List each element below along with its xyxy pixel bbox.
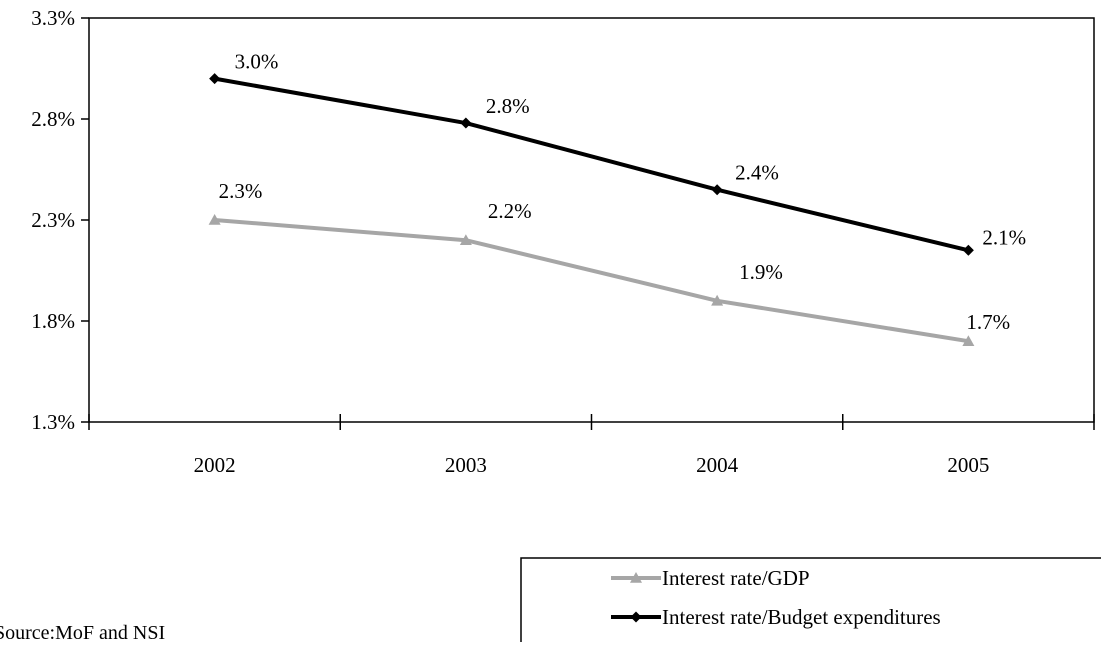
- data-label: 2.2%: [488, 199, 532, 223]
- legend-label: Interest rate/Budget expenditures: [662, 605, 941, 629]
- data-point: [630, 572, 642, 583]
- data-point: [962, 244, 974, 256]
- x-axis: 2002 2003 2004 2005: [88, 414, 1095, 477]
- series-interest-rate-gdp: 2.3% 2.2% 1.9% 1.7%: [208, 179, 1010, 346]
- legend-label: Interest rate/GDP: [662, 566, 810, 590]
- data-point: [209, 73, 221, 85]
- data-point: [460, 117, 472, 129]
- y-tick-label: 1.3%: [31, 410, 75, 434]
- data-label: 2.4%: [735, 161, 779, 185]
- series-layer: 2.3% 2.2% 1.9% 1.7% 3.0% 2.8% 2.4% 2.1%: [208, 50, 1026, 346]
- plot-area: [88, 17, 1095, 423]
- x-tick-label: 2004: [696, 453, 739, 477]
- data-point: [711, 294, 724, 306]
- legend-item: Interest rate/Budget expenditures: [611, 605, 941, 629]
- legend-item: Interest rate/GDP: [611, 566, 810, 590]
- data-label: 2.1%: [982, 225, 1026, 249]
- legend-box: [520, 557, 1101, 642]
- y-tick-label: 3.3%: [31, 6, 75, 30]
- data-point: [630, 611, 642, 623]
- y-tick-label: 2.8%: [31, 107, 75, 131]
- x-tick-label: 2002: [194, 453, 236, 477]
- legend: Interest rate/GDP Interest rate/Budget ex…: [520, 557, 1101, 642]
- data-label: 1.7%: [966, 310, 1010, 334]
- data-label: 2.3%: [219, 179, 263, 203]
- data-point: [711, 184, 723, 196]
- data-label: 3.0%: [235, 50, 279, 74]
- x-tick-label: 2005: [947, 453, 989, 477]
- x-tick-label: 2003: [445, 453, 487, 477]
- series-line: [214, 76, 969, 253]
- y-tick-label: 2.3%: [31, 208, 75, 232]
- data-point: [962, 335, 975, 346]
- series-interest-rate-budget: 3.0% 2.8% 2.4% 2.1%: [209, 50, 1026, 256]
- y-tick-label: 1.8%: [31, 309, 75, 333]
- data-label: 1.9%: [739, 260, 783, 284]
- source-note: Source:MoF and NSI: [0, 622, 166, 644]
- data-point: [459, 234, 472, 245]
- data-point: [208, 214, 221, 225]
- series-line: [214, 218, 969, 344]
- y-axis: 1.3% 1.8% 2.3% 2.8% 3.3%: [31, 6, 89, 434]
- data-label: 2.8%: [486, 94, 530, 118]
